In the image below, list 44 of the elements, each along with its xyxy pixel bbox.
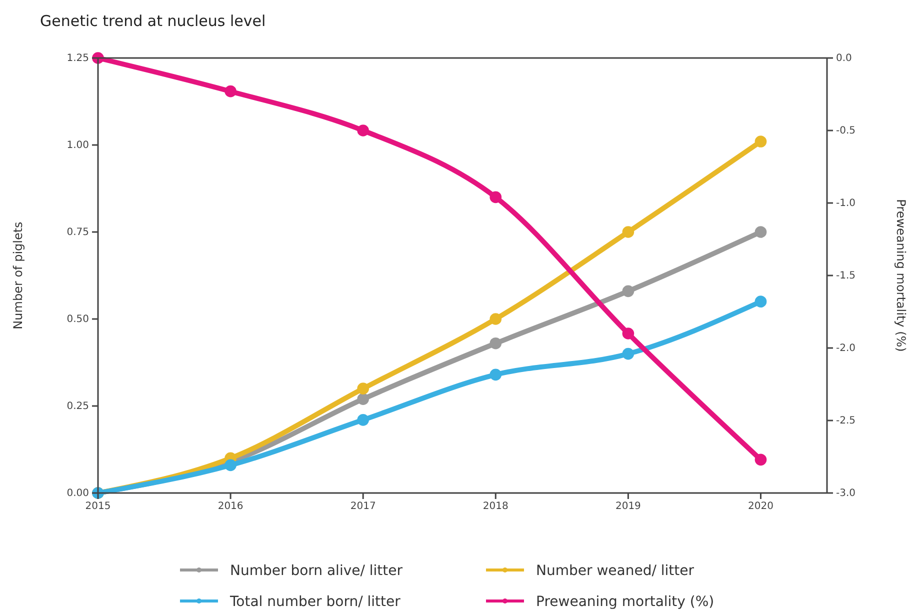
legend-label: Number weaned/ litter <box>536 563 694 579</box>
y2-axis-title: Preweaning mortality (%) <box>894 199 907 352</box>
x-tick-label: 2017 <box>350 501 376 512</box>
legend-label: Total number born/ litter <box>229 594 401 610</box>
point <box>357 382 370 395</box>
point <box>622 328 634 340</box>
chart-title: Genetic trend at nucleus level <box>40 12 266 30</box>
x-tick-label: 2019 <box>615 501 641 512</box>
y2-tick-label: -1.0 <box>836 198 856 210</box>
point <box>224 85 236 98</box>
legend-label: Preweaning mortality (%) <box>536 594 714 610</box>
point <box>357 393 370 405</box>
y-axis-title: Number of piglets <box>11 222 25 330</box>
y2-tick-label: -3.0 <box>836 488 856 500</box>
y-tick-label: 1.25 <box>66 53 89 64</box>
x-tick-label: 2015 <box>85 501 111 512</box>
y2-tick-label: -0.5 <box>836 126 856 137</box>
y-tick-label: 1.00 <box>66 140 89 152</box>
point <box>357 414 370 426</box>
point <box>754 226 767 238</box>
point <box>490 337 502 350</box>
y-tick-label: 0.75 <box>66 227 89 238</box>
y2-tick-label: -2.5 <box>836 416 856 427</box>
point <box>754 454 767 466</box>
y2-tick-label: -1.5 <box>836 270 856 282</box>
point <box>490 368 502 381</box>
x-tick-label: 2016 <box>218 501 244 512</box>
point <box>490 313 502 325</box>
y-tick-label: 0.25 <box>66 401 89 412</box>
y-tick-label: 0.50 <box>66 314 89 326</box>
point <box>754 296 767 308</box>
x-tick-label: 2018 <box>482 501 508 512</box>
point <box>754 136 767 148</box>
point <box>490 191 502 204</box>
point <box>622 348 634 360</box>
x-tick-label: 2020 <box>748 501 774 512</box>
point <box>622 285 634 298</box>
y2-tick-label: -2.0 <box>836 343 856 354</box>
point <box>357 124 370 136</box>
y2-tick-label: 0.0 <box>836 53 852 64</box>
point <box>224 459 236 472</box>
legend-label: Number born alive/ litter <box>230 563 403 579</box>
y-tick-label: 0.00 <box>66 488 89 500</box>
point <box>622 226 634 238</box>
